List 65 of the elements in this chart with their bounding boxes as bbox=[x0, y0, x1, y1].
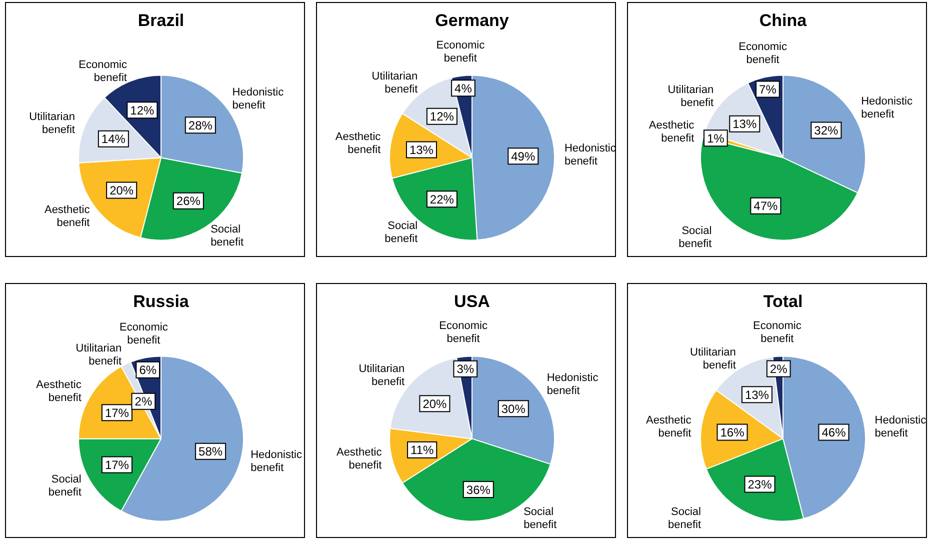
chart-title: USA bbox=[454, 292, 490, 311]
slice-label: Aesthetic benefit bbox=[646, 414, 692, 440]
data-label: 47% bbox=[754, 199, 778, 214]
slice-label: Hedonistic benefit bbox=[250, 449, 302, 474]
data-label: 17% bbox=[104, 458, 130, 472]
slice-label: Economic benefit bbox=[738, 40, 788, 66]
slice-label: Hedonistic benefit bbox=[874, 414, 927, 440]
data-label: 11% bbox=[410, 443, 434, 458]
data-label: 14% bbox=[101, 132, 126, 146]
slice-label: Economic benefit bbox=[753, 320, 802, 345]
data-label: 46% bbox=[822, 426, 846, 440]
data-label: 6% bbox=[139, 363, 157, 378]
chart-title: China bbox=[759, 10, 808, 30]
slice-label: Social benefit bbox=[210, 223, 244, 248]
data-label: 4% bbox=[454, 81, 472, 96]
data-label: 17% bbox=[104, 406, 130, 420]
data-label: 23% bbox=[748, 478, 772, 492]
slice-label: Utilitarian benefit bbox=[668, 84, 714, 110]
slice-label: Social benefit bbox=[668, 506, 702, 532]
data-label: 13% bbox=[744, 388, 770, 402]
slice-label: Hedonistic benefit bbox=[232, 86, 284, 112]
slice-label: Economic benefit bbox=[78, 59, 128, 84]
slice-label: Hedonistic benefit bbox=[546, 372, 599, 397]
chart-title: Total bbox=[763, 292, 803, 311]
slice-label: Utilitarian benefit bbox=[76, 342, 122, 368]
slice-label: Utilitarian benefit bbox=[358, 362, 405, 388]
data-label: 12% bbox=[430, 110, 454, 124]
data-label: 20% bbox=[422, 397, 448, 411]
data-label: 22% bbox=[430, 192, 454, 206]
slice-label: Hedonistic benefit bbox=[861, 96, 913, 121]
data-label: 58% bbox=[198, 444, 223, 459]
slice-label: Utilitarian benefit bbox=[29, 111, 75, 136]
data-label: 32% bbox=[814, 124, 839, 138]
data-label: 13% bbox=[732, 117, 757, 132]
data-label: 7% bbox=[759, 82, 777, 97]
slice-label: Aesthetic benefit bbox=[36, 379, 82, 404]
chart-title: Brazil bbox=[138, 10, 184, 30]
slice-label: Social benefit bbox=[678, 225, 712, 250]
data-label: 3% bbox=[456, 362, 474, 376]
data-label: 2% bbox=[134, 394, 152, 409]
slice-label: Aesthetic benefit bbox=[335, 130, 382, 156]
data-label: 12% bbox=[130, 103, 154, 118]
slice-label: Economic benefit bbox=[120, 321, 168, 346]
slice-label: Aesthetic benefit bbox=[336, 446, 382, 472]
data-label: 16% bbox=[720, 426, 745, 440]
data-label: 26% bbox=[176, 194, 201, 208]
slice-label: Social benefit bbox=[48, 473, 82, 498]
chart-title: Russia bbox=[133, 292, 190, 311]
data-label: 13% bbox=[409, 143, 434, 158]
slice-label: Social benefit bbox=[384, 220, 418, 246]
data-label: 2% bbox=[770, 362, 788, 376]
slice-label: Utilitarian benefit bbox=[690, 346, 736, 372]
slice-label: Aesthetic benefit bbox=[44, 204, 90, 230]
slice-label: Economic benefit bbox=[439, 320, 488, 346]
data-label: 28% bbox=[188, 118, 213, 132]
data-label: 30% bbox=[501, 402, 526, 416]
slice-label: Aesthetic benefit bbox=[648, 119, 695, 144]
data-label: 20% bbox=[110, 184, 134, 198]
chart-title: Germany bbox=[435, 10, 510, 30]
data-label: 36% bbox=[466, 482, 491, 497]
data-label: 49% bbox=[511, 149, 536, 164]
slice-label: Social benefit bbox=[524, 506, 557, 532]
slice-label: Economic benefit bbox=[436, 39, 486, 64]
data-label: 1% bbox=[706, 131, 725, 146]
slice-label: Utilitarian benefit bbox=[372, 70, 418, 96]
